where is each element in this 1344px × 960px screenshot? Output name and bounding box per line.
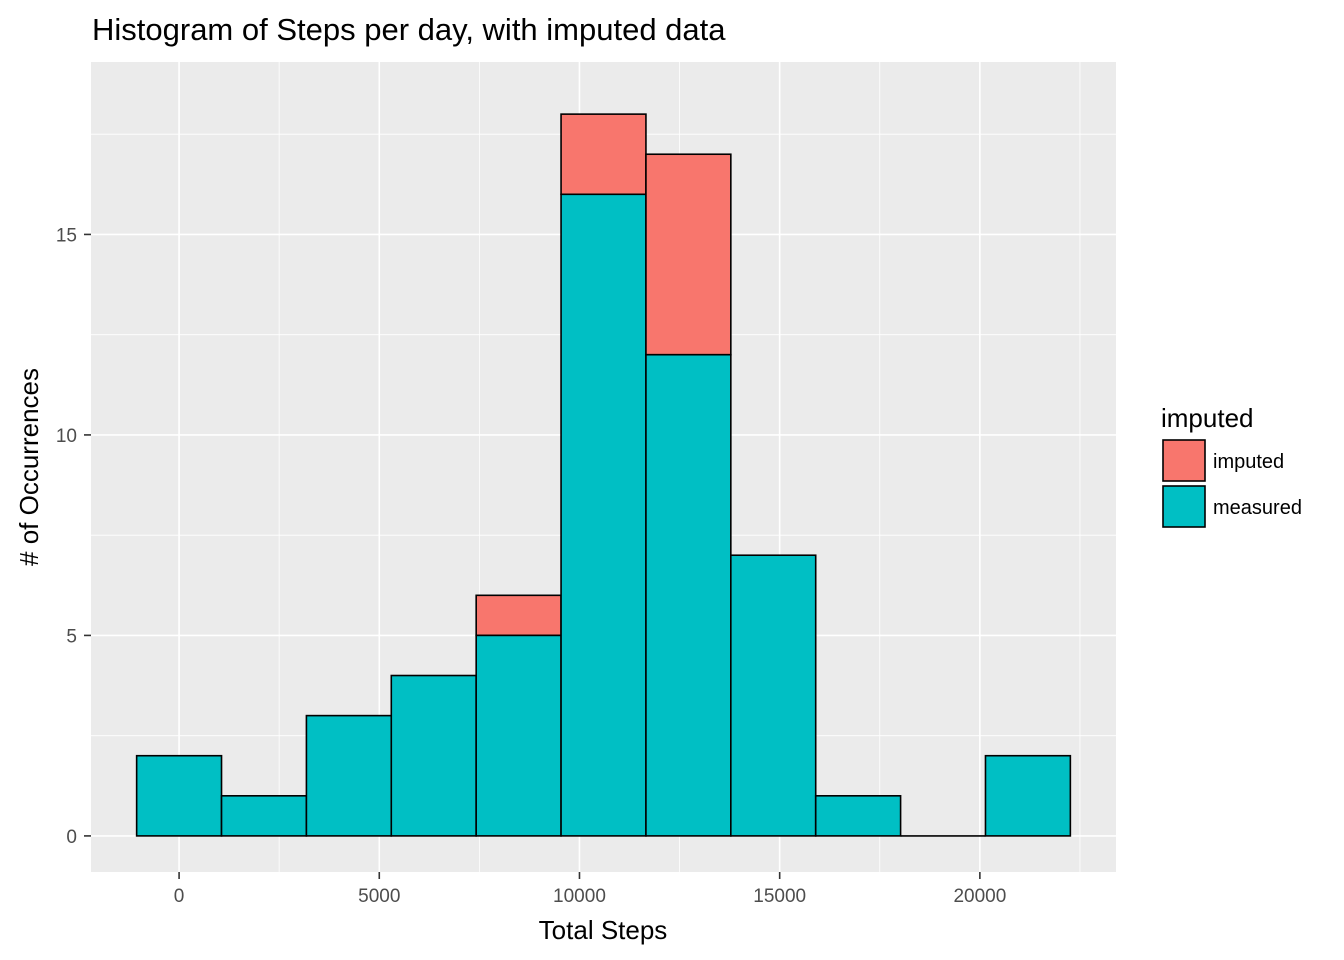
y-tick-label: 10 [56, 426, 77, 447]
x-tick-label: 20000 [953, 886, 1006, 907]
y-axis-ticks: 0 5 10 15 [56, 225, 91, 848]
bar-measured [730, 554, 817, 837]
y-tick-label: 15 [56, 225, 77, 246]
legend-title: imputed [1161, 403, 1254, 433]
legend: imputed imputed measured [1161, 403, 1302, 528]
bar-imputed [475, 594, 562, 637]
y-tick-label: 0 [66, 827, 77, 848]
legend-key-imputed [1162, 439, 1206, 482]
x-tick-label: 15000 [753, 886, 806, 907]
legend-key-measured [1162, 485, 1206, 528]
chart-title: Histogram of Steps per day, with imputed… [92, 12, 726, 47]
bar-measured [984, 754, 1072, 837]
bar-imputed [645, 153, 732, 356]
x-tick-label: 0 [174, 886, 185, 907]
y-axis-title: # of Occurrences [14, 368, 44, 566]
bar-measured [645, 353, 732, 837]
bar-measured [560, 193, 647, 837]
bar-measured [390, 674, 477, 837]
legend-label-imputed: imputed [1213, 451, 1284, 473]
bar-measured [814, 795, 902, 837]
legend-label-measured: measured [1213, 497, 1302, 519]
bars-layer [135, 113, 1072, 837]
y-tick-label: 5 [66, 626, 77, 647]
x-tick-label: 10000 [553, 886, 606, 907]
bar-imputed [560, 113, 647, 196]
x-axis-title: Total Steps [539, 915, 668, 945]
bar-measured [475, 634, 562, 837]
x-tick-label: 5000 [358, 886, 400, 907]
bar-measured [220, 795, 308, 837]
x-axis-ticks: 0 5000 10000 15000 20000 [174, 872, 1006, 907]
bar-measured [135, 754, 223, 837]
bar-measured [305, 714, 393, 837]
